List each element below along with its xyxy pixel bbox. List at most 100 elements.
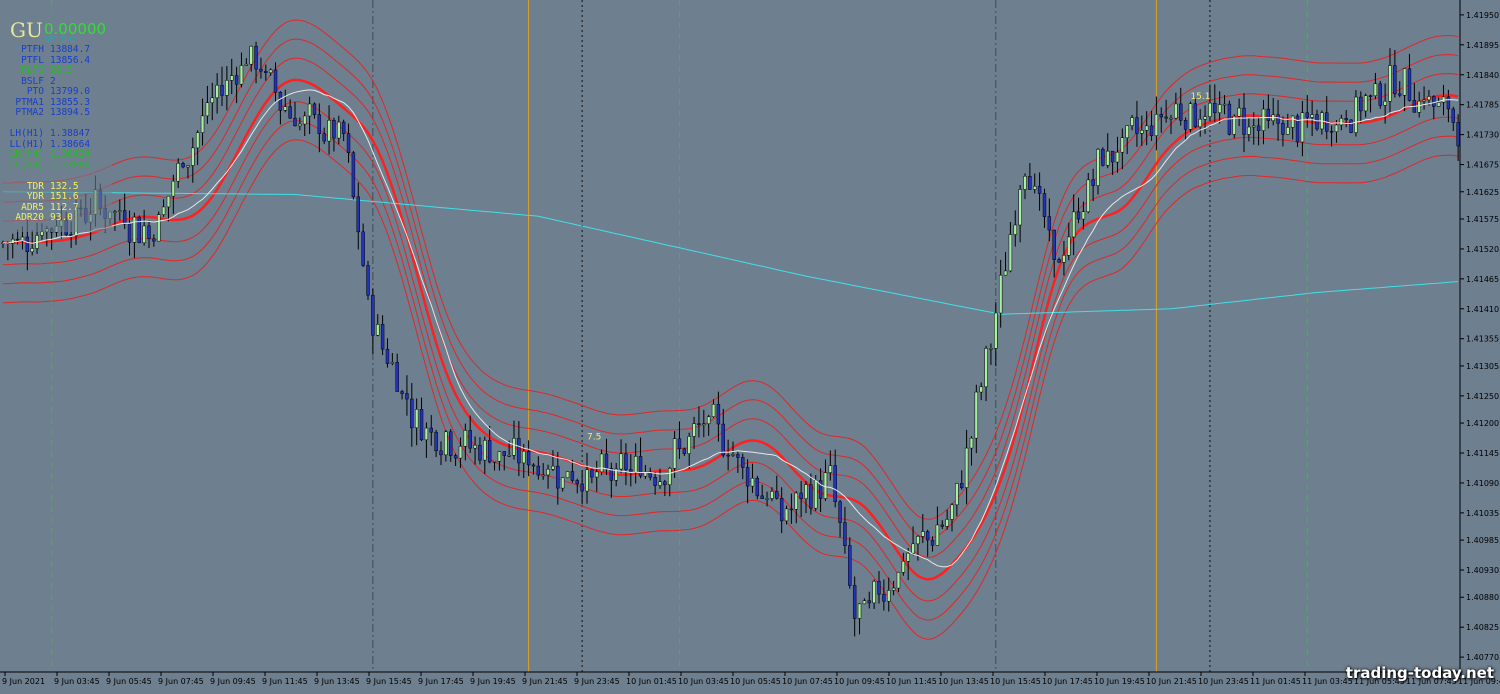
candle xyxy=(298,117,302,131)
candle xyxy=(1057,257,1061,263)
candle xyxy=(361,223,365,268)
info-row-value: 1.38424 xyxy=(50,149,91,160)
candle xyxy=(1120,128,1125,170)
info-row-value: 13855.3 xyxy=(50,96,91,108)
y-tick-label: 1.41895 xyxy=(1466,41,1499,50)
info-row-value: 1.38847 xyxy=(50,128,91,139)
candle xyxy=(1451,106,1455,131)
x-tick-label: 11 Jun 05:45 xyxy=(1354,677,1405,686)
candle xyxy=(828,450,833,481)
candle xyxy=(1086,172,1090,214)
candle xyxy=(862,598,867,605)
candle xyxy=(745,459,750,504)
candle xyxy=(414,398,419,446)
candle xyxy=(1237,98,1241,127)
candle xyxy=(1373,72,1378,100)
candle xyxy=(288,99,292,119)
info-row: YDR 151.6 xyxy=(0,191,110,202)
info-row-value: 13884.7 xyxy=(50,44,91,55)
candle xyxy=(176,158,180,189)
candle xyxy=(1159,107,1163,133)
candle xyxy=(760,484,764,500)
candle xyxy=(964,429,969,505)
candle xyxy=(867,591,871,609)
candle xyxy=(1018,184,1022,243)
candle xyxy=(1368,94,1373,113)
candle xyxy=(434,429,438,458)
candle xyxy=(1266,94,1271,129)
candle xyxy=(341,119,346,142)
candle xyxy=(1290,115,1295,140)
candle xyxy=(1013,210,1017,247)
info-row-label: PTMA2 xyxy=(15,107,44,118)
candle xyxy=(945,509,949,530)
candle xyxy=(1334,120,1339,143)
candle xyxy=(1286,113,1290,135)
candle xyxy=(960,470,964,490)
annotation-label: 15.1 xyxy=(1190,92,1210,102)
candle xyxy=(784,505,789,525)
candle xyxy=(293,101,297,127)
candle xyxy=(614,462,618,487)
main-moving-average-line xyxy=(2,78,1459,581)
candle xyxy=(1281,116,1285,147)
candle xyxy=(1140,115,1144,146)
candle xyxy=(843,506,847,554)
candle xyxy=(1407,53,1412,102)
candle xyxy=(687,432,691,469)
candle xyxy=(15,229,20,245)
watermark: trading-today.net xyxy=(1345,664,1494,682)
candle xyxy=(653,471,657,495)
x-tick-label: 10 Jun 15:45 xyxy=(990,677,1041,686)
candle xyxy=(1402,68,1407,112)
x-tick-label: 9 Jun 03:45 xyxy=(54,677,100,686)
candle xyxy=(332,117,336,152)
candle xyxy=(195,130,200,166)
candle xyxy=(264,64,268,81)
candle xyxy=(984,345,988,402)
y-tick-label: 1.41145 xyxy=(1466,449,1499,458)
candle xyxy=(833,449,837,508)
x-tick-label: 9 Jun 09:45 xyxy=(210,677,256,686)
candle xyxy=(1062,240,1066,276)
candle xyxy=(492,460,497,471)
info-row-label: PTFH xyxy=(21,44,44,55)
candle xyxy=(1427,89,1431,106)
info-row-label: YDR xyxy=(26,191,44,202)
x-tick-label: 11 Jun 07:45 xyxy=(1406,677,1457,686)
info-row: PTMA2 13894.5 xyxy=(0,107,110,118)
envelope-bands xyxy=(2,19,1459,640)
x-tick-label: 10 Jun 19:45 xyxy=(1094,677,1145,686)
candle xyxy=(322,127,326,145)
candle xyxy=(697,406,701,438)
candle xyxy=(152,234,156,247)
candle xyxy=(779,487,784,534)
candle xyxy=(366,260,370,300)
y-tick-label: 1.41675 xyxy=(1466,161,1499,170)
candle xyxy=(526,440,531,477)
x-tick-label: 10 Jun 13:45 xyxy=(938,677,989,686)
candle xyxy=(804,481,808,514)
candle xyxy=(974,384,979,454)
info-row: PTFL 13856.4 xyxy=(0,55,110,66)
y-tick-label: 1.41035 xyxy=(1466,509,1499,518)
candle xyxy=(351,151,356,200)
candle xyxy=(570,459,575,483)
candle xyxy=(1193,97,1198,128)
y-tick-label: 1.41305 xyxy=(1466,362,1499,371)
info-row: ADR5 112.7 xyxy=(0,202,110,213)
candle xyxy=(395,353,399,392)
x-axis: 9 Jun 2021 9 Jun 03:45 9 Jun 05:45 9 Jun 07… xyxy=(0,671,1500,686)
candle xyxy=(891,580,896,596)
candle xyxy=(852,576,857,637)
candle xyxy=(405,375,409,416)
candle xyxy=(911,526,915,556)
candle xyxy=(916,535,920,561)
candle xyxy=(848,537,852,589)
candle xyxy=(137,215,141,244)
candle xyxy=(522,443,526,479)
candle xyxy=(1110,150,1115,175)
candle xyxy=(273,62,278,102)
